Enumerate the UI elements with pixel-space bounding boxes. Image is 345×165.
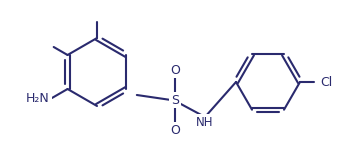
Text: O: O xyxy=(170,123,180,136)
Text: NH: NH xyxy=(196,116,214,129)
Text: H₂N: H₂N xyxy=(26,92,50,104)
Text: O: O xyxy=(170,64,180,77)
Text: S: S xyxy=(171,94,179,106)
Text: Cl: Cl xyxy=(320,76,332,88)
